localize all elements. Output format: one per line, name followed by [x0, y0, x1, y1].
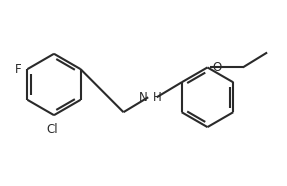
Text: N: N — [139, 91, 148, 104]
Text: H: H — [153, 91, 162, 104]
Text: F: F — [15, 63, 22, 76]
Text: Cl: Cl — [46, 123, 58, 136]
Text: O: O — [213, 61, 222, 74]
